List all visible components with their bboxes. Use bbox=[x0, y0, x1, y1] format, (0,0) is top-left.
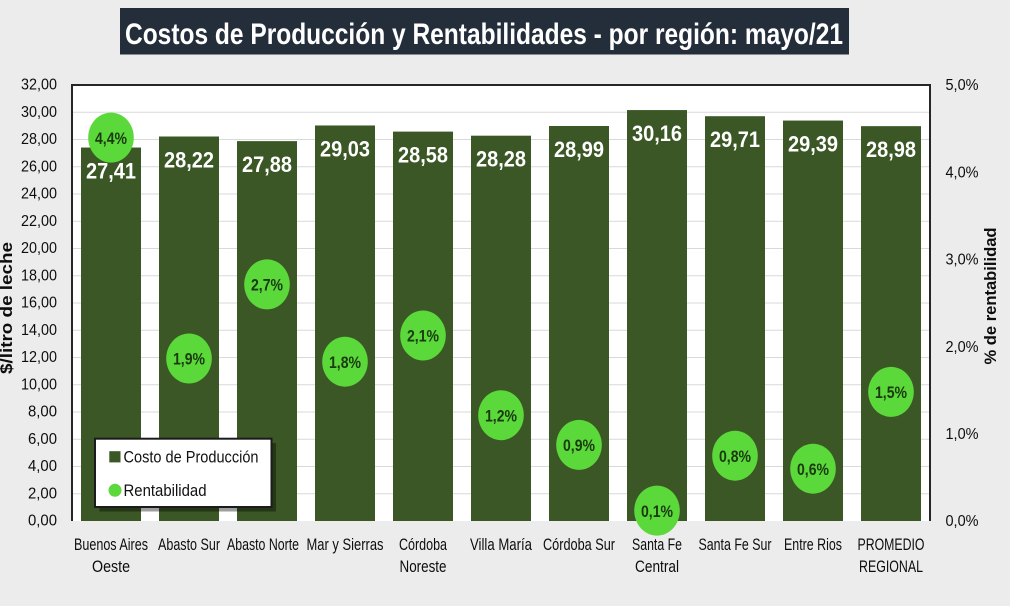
svg-text:0,9%: 0,9% bbox=[563, 436, 595, 455]
svg-text:0,00: 0,00 bbox=[28, 513, 57, 530]
svg-text:5,0%: 5,0% bbox=[946, 77, 979, 94]
svg-text:28,99: 28,99 bbox=[554, 137, 604, 162]
svg-text:PROMEDIO: PROMEDIO bbox=[858, 535, 925, 554]
svg-text:1,5%: 1,5% bbox=[875, 383, 907, 402]
svg-text:1,2%: 1,2% bbox=[485, 406, 517, 425]
svg-text:27,88: 27,88 bbox=[242, 152, 292, 177]
svg-text:2,7%: 2,7% bbox=[251, 276, 283, 295]
svg-text:Abasto Norte: Abasto Norte bbox=[227, 535, 299, 554]
svg-text:28,22: 28,22 bbox=[164, 148, 214, 173]
svg-text:1,8%: 1,8% bbox=[329, 353, 361, 372]
svg-text:32,00: 32,00 bbox=[21, 77, 57, 94]
svg-text:6,00: 6,00 bbox=[28, 431, 57, 448]
svg-text:2,1%: 2,1% bbox=[407, 327, 439, 346]
svg-text:27,41: 27,41 bbox=[86, 159, 136, 184]
svg-text:1,9%: 1,9% bbox=[173, 350, 205, 369]
svg-text:Noreste: Noreste bbox=[400, 557, 447, 576]
svg-text:29,39: 29,39 bbox=[788, 132, 838, 157]
svg-text:4,00: 4,00 bbox=[28, 458, 57, 475]
svg-text:10,00: 10,00 bbox=[21, 376, 57, 393]
svg-text:Rentabilidad: Rentabilidad bbox=[124, 481, 207, 500]
svg-text:30,16: 30,16 bbox=[632, 121, 682, 146]
svg-text:24,00: 24,00 bbox=[21, 186, 57, 203]
svg-text:29,71: 29,71 bbox=[710, 127, 760, 152]
svg-text:30,00: 30,00 bbox=[21, 104, 57, 121]
svg-text:3,0%: 3,0% bbox=[946, 252, 979, 269]
svg-text:14,00: 14,00 bbox=[21, 322, 57, 339]
svg-text:Villa María: Villa María bbox=[470, 535, 532, 554]
svg-text:0,6%: 0,6% bbox=[797, 460, 829, 479]
svg-text:18,00: 18,00 bbox=[21, 267, 57, 284]
svg-text:REGIONAL: REGIONAL bbox=[859, 557, 923, 576]
svg-text:20,00: 20,00 bbox=[21, 240, 57, 257]
svg-text:28,98: 28,98 bbox=[866, 137, 916, 162]
svg-text:Buenos Aires: Buenos Aires bbox=[74, 535, 148, 554]
svg-text:Entre Rios: Entre Rios bbox=[784, 535, 842, 554]
svg-text:0,1%: 0,1% bbox=[641, 502, 673, 521]
svg-text:2,0%: 2,0% bbox=[946, 339, 979, 356]
svg-text:Santa Fe: Santa Fe bbox=[632, 535, 682, 554]
svg-text:29,03: 29,03 bbox=[320, 136, 370, 161]
svg-text:22,00: 22,00 bbox=[21, 213, 57, 230]
svg-text:Costos de Producción y Rentabi: Costos de Producción y Rentabilidades - … bbox=[125, 18, 843, 51]
svg-text:Central: Central bbox=[635, 557, 679, 576]
svg-text:Abasto Sur: Abasto Sur bbox=[158, 535, 220, 554]
svg-text:% de rentabilidad: % de rentabilidad bbox=[981, 228, 1000, 365]
svg-text:4,4%: 4,4% bbox=[95, 129, 127, 148]
svg-text:1,0%: 1,0% bbox=[946, 426, 979, 443]
svg-text:4,0%: 4,0% bbox=[946, 164, 979, 181]
svg-text:Córdoba: Córdoba bbox=[399, 535, 447, 554]
svg-text:$/litro de leche: $/litro de leche bbox=[0, 242, 16, 374]
svg-text:16,00: 16,00 bbox=[21, 295, 57, 312]
svg-text:2,00: 2,00 bbox=[28, 485, 57, 502]
svg-text:0,0%: 0,0% bbox=[946, 513, 979, 530]
svg-text:Mar y Sierras: Mar y Sierras bbox=[307, 535, 384, 554]
svg-text:Córdoba Sur: Córdoba Sur bbox=[543, 535, 615, 554]
svg-text:28,00: 28,00 bbox=[21, 131, 57, 148]
svg-text:12,00: 12,00 bbox=[21, 349, 57, 366]
svg-text:28,58: 28,58 bbox=[398, 143, 448, 168]
svg-text:0,8%: 0,8% bbox=[719, 447, 751, 466]
svg-text:28,28: 28,28 bbox=[476, 147, 526, 172]
svg-text:8,00: 8,00 bbox=[28, 404, 57, 421]
svg-text:Santa Fe Sur: Santa Fe Sur bbox=[699, 535, 772, 554]
svg-text:Oeste: Oeste bbox=[92, 557, 130, 576]
svg-text:26,00: 26,00 bbox=[21, 158, 57, 175]
svg-text:Costo de Producción: Costo de Producción bbox=[124, 447, 259, 466]
